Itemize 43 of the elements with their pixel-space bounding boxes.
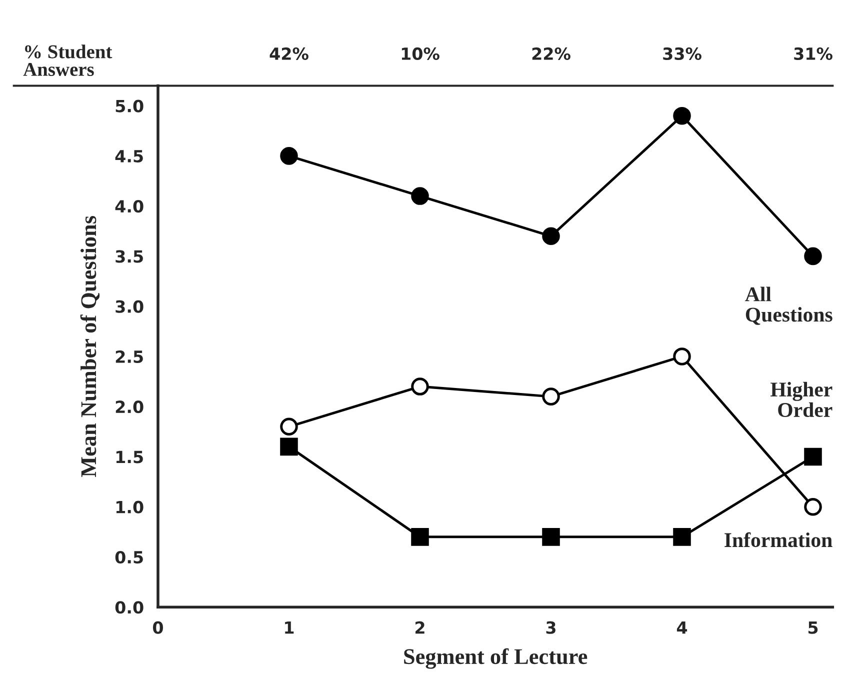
x-tick-label: 2 bbox=[416, 621, 424, 634]
text: 42% bbox=[270, 47, 308, 60]
point bbox=[280, 438, 298, 456]
x-tick-label: 4 bbox=[676, 622, 688, 634]
text: 33% bbox=[663, 47, 702, 60]
point bbox=[673, 348, 691, 366]
series-label: Higher Order bbox=[770, 382, 832, 418]
x-axis-title: Segment of Lecture bbox=[404, 648, 588, 669]
text: % Student Answers bbox=[23, 44, 112, 76]
point bbox=[804, 247, 822, 266]
x-tick-label: 5 bbox=[808, 622, 818, 634]
point bbox=[804, 448, 822, 466]
point bbox=[542, 388, 560, 406]
point bbox=[673, 528, 691, 546]
y-tick-label: 3.0 bbox=[116, 300, 144, 313]
y-tick-label: 0.0 bbox=[115, 601, 144, 614]
point bbox=[542, 227, 560, 246]
point bbox=[673, 106, 691, 125]
series-label: Information bbox=[724, 532, 832, 548]
point bbox=[280, 147, 298, 165]
point bbox=[280, 418, 298, 436]
y-tick-label: 3.5 bbox=[116, 250, 143, 263]
point bbox=[542, 528, 560, 546]
x-tick-label: 1 bbox=[285, 622, 294, 634]
y-tick-label: 1.0 bbox=[116, 500, 144, 514]
point bbox=[411, 187, 429, 205]
y-axis-title: Mean Number of Questions bbox=[80, 216, 100, 478]
y-tick-label: 4.0 bbox=[115, 200, 144, 213]
text: 10% bbox=[402, 47, 440, 60]
point bbox=[804, 498, 822, 516]
y-tick-label: 5.0 bbox=[116, 100, 144, 112]
text: 31% bbox=[794, 47, 832, 60]
y-tick-label: 4.5 bbox=[115, 150, 143, 162]
y-tick-label: 2.5 bbox=[116, 350, 143, 364]
y-tick-label: 0.5 bbox=[115, 550, 143, 564]
y-tick-label: 1.5 bbox=[116, 450, 143, 464]
text: 22% bbox=[532, 47, 570, 60]
series-label: All Questions bbox=[745, 286, 832, 325]
point bbox=[411, 378, 429, 396]
x-tick-label: 3 bbox=[546, 621, 556, 634]
x-tick-label: 0 bbox=[152, 621, 163, 634]
y-tick-label: 2.0 bbox=[116, 400, 144, 414]
point bbox=[411, 528, 429, 546]
